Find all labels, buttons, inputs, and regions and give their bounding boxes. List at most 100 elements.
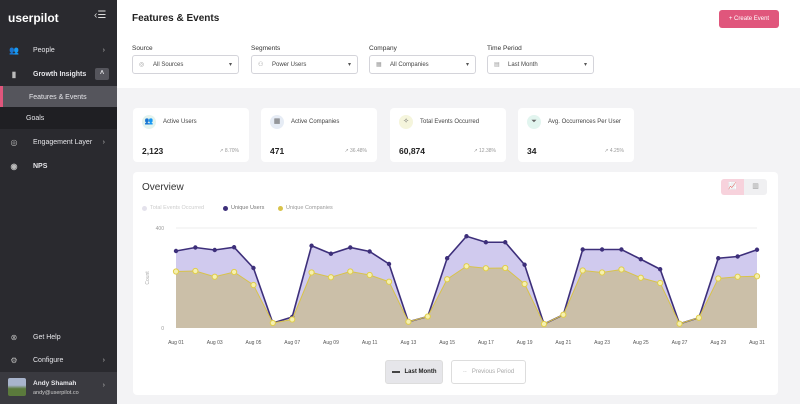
select-value: All Companies [390, 61, 429, 68]
time-period-select[interactable]: ▤ Last Month ▾ [487, 55, 594, 74]
x-tick-label: Aug 07 [284, 340, 300, 346]
caret-down-icon: ▾ [347, 62, 351, 68]
stat-label: Active Users [163, 119, 197, 125]
y-tick-label: 400 [156, 226, 165, 232]
segments-select[interactable]: ⚇ Power Users ▾ [251, 55, 358, 74]
point-unique-companies [172, 268, 180, 275]
legend-total-events[interactable]: Total Events Occurred [142, 205, 204, 211]
chevron-right-icon: › [102, 356, 105, 364]
globe-icon: ◎ [139, 62, 145, 68]
sidebar-item-label: Get Help [33, 333, 61, 341]
sidebar-item-goals[interactable]: Goals [0, 107, 117, 129]
point-unique-companies [385, 278, 393, 285]
chevron-right-icon: › [102, 382, 105, 389]
point-unique-companies [231, 268, 238, 276]
sidebar-item-label: Growth Insights [33, 70, 87, 78]
point-unique-companies [482, 265, 489, 272]
point-unique-companies [444, 276, 451, 283]
sidebar-item-growth-insights[interactable]: ▮ Growth Insights ˄ [0, 63, 117, 85]
caret-down-icon: ▾ [583, 62, 587, 68]
x-tick-label: Aug 31 [749, 340, 765, 346]
building-icon: ▦ [376, 62, 382, 68]
sidebar-item-people[interactable]: 👥 People › [0, 39, 117, 61]
point-unique-users [251, 265, 256, 271]
point-unique-companies [560, 311, 567, 318]
point-unique-users [464, 234, 469, 239]
point-unique-users [212, 247, 217, 253]
logo: userpilot [8, 11, 59, 25]
point-unique-users [522, 262, 527, 267]
point-unique-companies [521, 280, 528, 288]
legend-marker [223, 205, 228, 211]
stat-change-value: 8.70% [224, 148, 239, 154]
sidebar-item-features-events[interactable]: Features & Events [0, 86, 117, 108]
create-event-button[interactable]: + Create Event [719, 10, 779, 28]
point-unique-companies [327, 274, 335, 281]
filter-segments: Segments ⚇ Power Users ▾ [251, 45, 358, 74]
overview-title: Overview [142, 182, 184, 193]
select-value: Power Users [272, 61, 307, 68]
point-unique-companies [540, 320, 548, 328]
gear-icon: ⚙ [10, 355, 18, 365]
stat-value: 60,874 [399, 146, 425, 156]
point-unique-users [173, 248, 179, 254]
stat-label: Active Companies [291, 119, 340, 125]
point-unique-companies [405, 318, 412, 325]
point-unique-users [599, 247, 605, 252]
point-unique-companies [637, 274, 644, 281]
point-unique-companies [579, 267, 586, 274]
legend-unique-users[interactable]: Unique Users [223, 205, 264, 211]
legend-unique-companies[interactable]: Unique Companies [278, 205, 333, 211]
sidebar-item-label: Configure [33, 356, 64, 364]
sidebar-item-configure[interactable]: ⚙ Configure › [0, 349, 117, 371]
point-unique-companies [289, 316, 296, 323]
point-unique-users [735, 254, 740, 259]
last-month-button[interactable]: Last Month [385, 360, 443, 384]
sidebar-item-get-help[interactable]: ⊗ Get Help [0, 326, 117, 348]
legend-label: Unique Companies [286, 205, 333, 211]
stat-change-value: 12.38% [479, 148, 496, 154]
point-unique-companies [618, 266, 625, 273]
area-unique-companies [176, 266, 757, 328]
point-unique-companies [695, 314, 703, 321]
user-profile[interactable]: Andy Shamah andy@userpilot.co › [0, 372, 117, 404]
sidebar-item-engagement-layer[interactable]: ◎ Engagement Layer › [0, 131, 117, 153]
stat-label: Avg. Occurrences Per User [548, 119, 621, 125]
stat-card: 👥 Active Users 2,123 ↗ 8.70% [133, 108, 249, 162]
bar-chart-toggle[interactable]: ▥ [744, 179, 767, 195]
trend-up-icon: ↗ [344, 148, 351, 154]
collapse-sidebar-icon[interactable]: ‹☰ [94, 10, 107, 21]
sidebar-item-nps[interactable]: ◉ NPS [0, 155, 117, 177]
point-unique-users [503, 240, 508, 245]
previous-period-button[interactable]: -- Previous Period [451, 360, 526, 384]
point-unique-companies [347, 268, 354, 275]
legend-label: Unique Users [231, 205, 265, 211]
point-unique-companies [734, 273, 741, 280]
point-unique-companies [715, 275, 722, 282]
select-value: Last Month [508, 61, 538, 68]
people-icon: 👥 [9, 45, 19, 55]
filter-time-period: Time Period ▤ Last Month ▾ [487, 45, 594, 74]
layers-icon: ◎ [10, 137, 18, 147]
point-unique-companies [250, 281, 257, 289]
point-unique-companies [753, 273, 761, 280]
button-label: Last Month [404, 369, 437, 375]
solid-line-icon [391, 371, 400, 373]
point-unique-companies [211, 273, 218, 280]
source-select[interactable]: ◎ All Sources ▾ [132, 55, 239, 74]
filter-source: Source ◎ All Sources ▾ [132, 45, 239, 74]
x-tick-label: Aug 09 [323, 340, 339, 346]
y-tick-label: 0 [161, 326, 164, 332]
stat-card: ▦ Active Companies 471 ↗ 36.48% [261, 108, 377, 162]
point-unique-companies [366, 271, 373, 279]
point-unique-users [231, 245, 237, 250]
point-unique-users [444, 256, 450, 261]
overview-panel: Overview 📈 ▥ Total Events Occurred Uniqu… [133, 172, 778, 395]
point-unique-users [483, 240, 489, 245]
point-unique-users [754, 247, 760, 252]
company-select[interactable]: ▦ All Companies ▾ [369, 55, 476, 74]
chevron-up-icon[interactable]: ˄ [95, 68, 109, 80]
line-chart-toggle[interactable]: 📈 [721, 179, 744, 195]
point-unique-companies [424, 313, 431, 320]
point-unique-users [386, 261, 392, 267]
